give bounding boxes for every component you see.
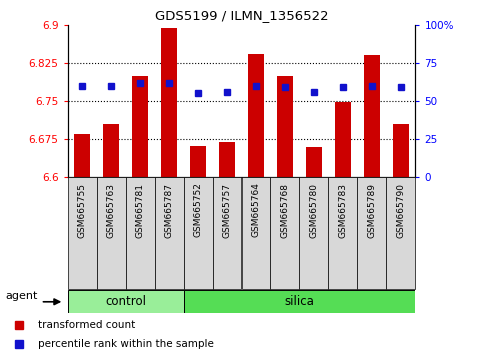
Bar [97,177,126,289]
Text: GSM665790: GSM665790 [397,183,405,238]
Text: GSM665781: GSM665781 [136,183,144,238]
Bar [248,54,264,177]
Text: GSM665763: GSM665763 [107,183,115,238]
Text: GSM665757: GSM665757 [223,183,231,238]
Bar [155,177,184,289]
Bar [132,75,148,177]
Bar [190,145,206,177]
Text: GSM665764: GSM665764 [252,183,260,238]
Title: GDS5199 / ILMN_1356522: GDS5199 / ILMN_1356522 [155,9,328,22]
Bar [364,55,380,177]
Text: control: control [105,295,146,308]
Bar [393,124,409,177]
Bar [335,102,351,177]
Bar [68,177,97,289]
Bar [219,143,235,177]
Bar [306,147,322,177]
Bar [277,75,293,177]
Text: percentile rank within the sample: percentile rank within the sample [38,339,214,349]
Text: GSM665768: GSM665768 [281,183,289,238]
Text: GSM665783: GSM665783 [339,183,347,238]
Bar [126,177,155,289]
Bar [357,177,386,289]
Bar [270,177,299,289]
Text: GSM665789: GSM665789 [368,183,376,238]
Bar [386,177,415,289]
Text: silica: silica [284,295,314,308]
Bar [74,134,90,177]
Bar [213,177,242,289]
Text: transformed count: transformed count [38,320,135,330]
Bar [184,290,415,313]
Bar [184,177,213,289]
Bar [328,177,357,289]
Bar [299,177,328,289]
Bar [103,124,119,177]
Text: GSM665787: GSM665787 [165,183,173,238]
Bar [161,28,177,177]
Bar [242,177,270,289]
Bar [68,290,184,313]
Text: agent: agent [5,291,38,301]
Text: GSM665780: GSM665780 [310,183,318,238]
Text: GSM665752: GSM665752 [194,183,202,238]
Text: GSM665755: GSM665755 [78,183,86,238]
